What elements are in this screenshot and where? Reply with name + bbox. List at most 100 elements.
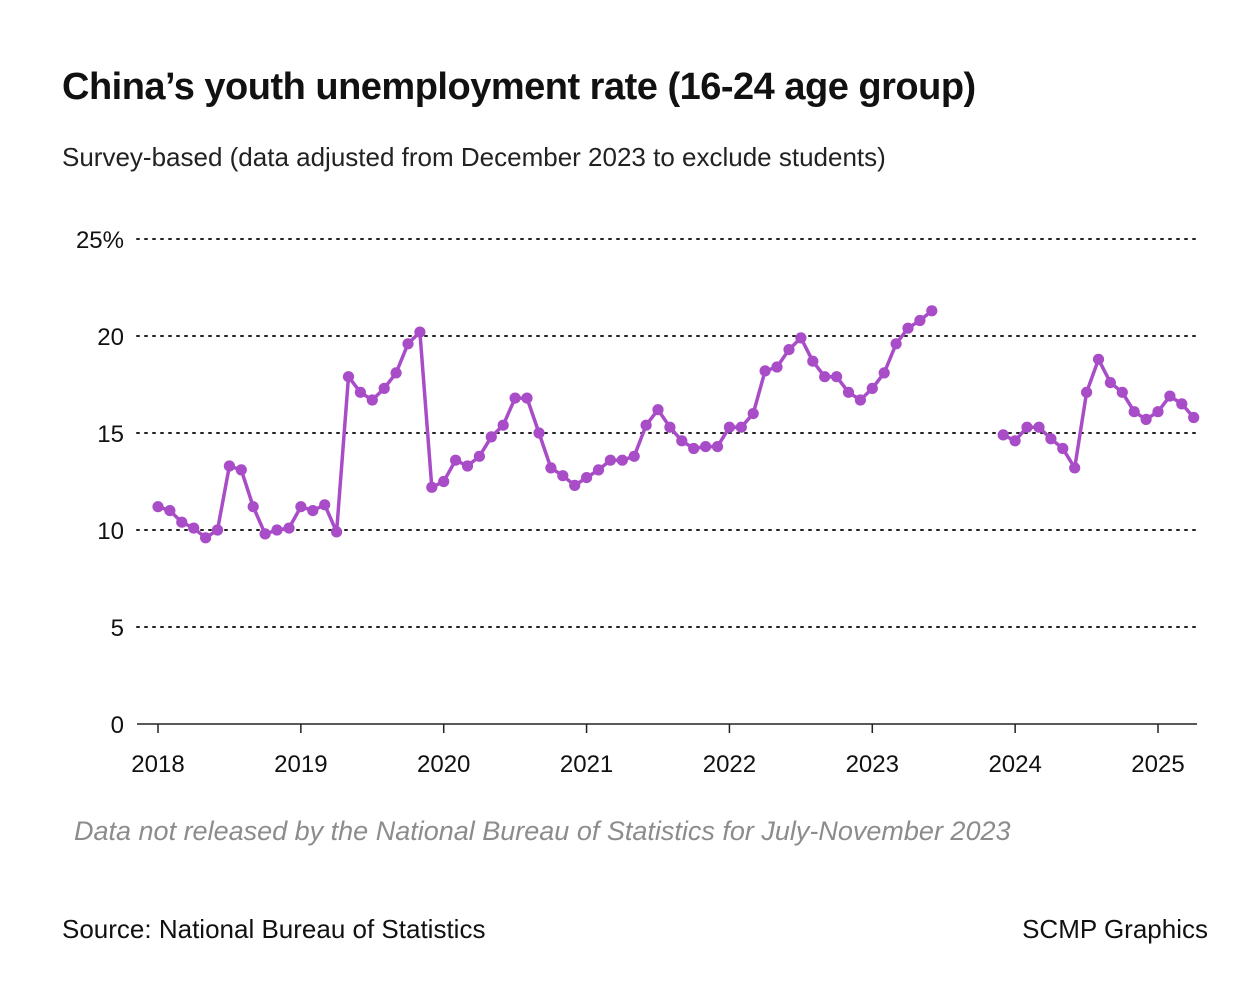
data-point (200, 532, 212, 544)
data-point (723, 421, 736, 433)
chart-subtitle: Survey-based (data adjusted from Decembe… (62, 142, 886, 172)
data-point (902, 322, 914, 334)
data-point (569, 479, 581, 491)
x-tick-label-2018: 2018 (131, 751, 184, 778)
data-point (652, 404, 664, 416)
data-point (1104, 377, 1116, 389)
data-point (331, 526, 343, 538)
data-point (414, 326, 426, 338)
data-point (259, 528, 271, 540)
gridlines (136, 238, 1198, 628)
graphics-credit: SCMP Graphics (1022, 914, 1208, 944)
data-point (176, 516, 188, 528)
data-point (592, 464, 605, 476)
data-point (628, 450, 640, 462)
data-point (1176, 398, 1188, 410)
data-point (640, 419, 652, 431)
data-point (735, 421, 747, 433)
data-point (378, 382, 390, 394)
data-point (1081, 386, 1093, 398)
data-point (878, 367, 890, 379)
data-point (866, 382, 878, 394)
data-point (711, 441, 724, 453)
data-point (1116, 386, 1128, 398)
data-point (557, 470, 569, 482)
data-point (664, 421, 676, 433)
y-tick-label-10: 10 (97, 518, 124, 545)
x-axis-labels: 2018 2019 2020 2021 2022 2023 2024 2025 (131, 751, 1184, 778)
data-point (926, 305, 938, 317)
data-point (390, 367, 402, 379)
data-point (1057, 442, 1069, 455)
data-point (295, 501, 307, 513)
data-point (235, 464, 247, 476)
data-point (1069, 462, 1081, 474)
data-point (700, 441, 712, 453)
data-point (1152, 406, 1164, 418)
data-point (473, 450, 485, 462)
series-line-segment-2 (1001, 357, 1196, 470)
data-point (783, 344, 795, 356)
data-point (1021, 421, 1033, 433)
y-tick-label-5: 5 (111, 615, 124, 642)
data-point (1140, 413, 1152, 425)
y-tick-label-0: 0 (111, 712, 124, 739)
x-tick-label-2022: 2022 (703, 751, 756, 778)
source-credit: Source: National Bureau of Statistics (62, 914, 486, 944)
data-point (307, 505, 319, 517)
series-line-segment-1 (156, 309, 934, 540)
y-tick-label-20: 20 (97, 324, 124, 351)
data-point (1045, 433, 1057, 445)
data-point (509, 392, 521, 404)
data-point (604, 454, 617, 466)
x-tick-label-2019: 2019 (274, 751, 327, 778)
data-point (438, 475, 450, 488)
data-point (497, 419, 509, 431)
data-point (402, 338, 414, 350)
data-point (319, 499, 331, 511)
data-point (1033, 421, 1045, 433)
x-tick-label-2021: 2021 (560, 751, 613, 778)
data-point (271, 524, 283, 536)
data-point (450, 454, 462, 466)
data-point (616, 454, 628, 466)
y-axis-labels: 25% 20 15 10 5 0 (76, 227, 124, 739)
data-point (831, 371, 843, 383)
x-tick-label-2023: 2023 (846, 751, 899, 778)
data-point (485, 431, 497, 443)
data-point (1009, 435, 1021, 447)
chart-title: China’s youth unemployment rate (16-24 a… (62, 66, 976, 108)
data-point (152, 501, 164, 513)
series-points (152, 305, 1200, 544)
x-tick-label-2024: 2024 (988, 751, 1041, 778)
data-point (1188, 411, 1200, 424)
data-point (223, 460, 235, 472)
data-point (521, 392, 533, 404)
y-tick-label-25: 25% (76, 227, 124, 254)
data-point (533, 427, 545, 439)
data-point (795, 332, 807, 344)
data-point (461, 460, 474, 472)
data-point (842, 386, 855, 398)
data-point (1092, 353, 1105, 365)
data-point (247, 501, 259, 513)
data-point (342, 371, 355, 383)
data-point (997, 429, 1009, 441)
data-point (283, 522, 295, 534)
data-point (807, 355, 819, 367)
data-point (1164, 390, 1176, 402)
data-point (426, 481, 438, 493)
x-tick-label-2025: 2025 (1131, 751, 1184, 778)
data-point (1128, 406, 1140, 418)
missing-data-note: Data not released by the National Bureau… (74, 816, 1011, 846)
data-point (676, 435, 688, 447)
y-tick-label-15: 15 (97, 421, 124, 448)
data-point (771, 361, 783, 373)
data-point (188, 522, 200, 534)
data-point (211, 524, 224, 536)
data-point (688, 442, 700, 455)
data-point (819, 371, 831, 383)
x-axis (137, 723, 1197, 733)
data-point (545, 462, 557, 474)
